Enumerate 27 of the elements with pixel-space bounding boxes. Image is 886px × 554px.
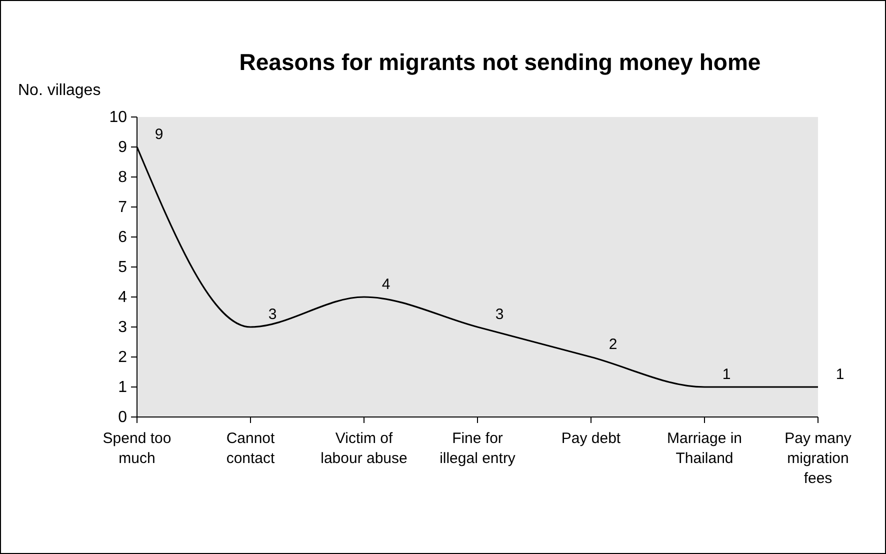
chart-title: Reasons for migrants not sending money home [239,49,761,75]
data-label: 4 [382,276,390,293]
x-tick-label: Fine for illegal entry [440,430,516,467]
x-tick-label: Pay many migration fees [784,430,852,487]
x-tick-label: Cannot contact [226,430,276,467]
x-tick-label: Marriage in Thailand [666,430,742,467]
y-tick-label: 6 [118,229,128,246]
data-label: 9 [154,126,164,143]
data-label: 2 [608,336,618,353]
y-tick-label: 0 [118,409,128,426]
y-tick-label: 5 [118,259,128,276]
y-tick-label: 1 [118,379,128,396]
y-tick-label: 9 [118,139,128,156]
y-tick-label: 8 [118,169,128,186]
y-tick-label: 2 [118,349,128,366]
data-label: 1 [836,366,844,383]
x-tick-label: Spend too much [102,430,172,467]
y-tick-label: 7 [118,199,128,216]
y-tick-label: 3 [118,319,128,336]
data-label: 3 [268,306,277,323]
data-label: 3 [495,306,504,323]
data-label: 1 [722,366,731,383]
y-axis-title: No. villages [18,82,101,99]
x-tick-label: Pay debt [561,430,622,447]
y-tick-label: 4 [118,289,128,306]
x-tick-label: Victim of labour abuse [320,430,408,467]
y-tick-label: 10 [109,109,128,126]
